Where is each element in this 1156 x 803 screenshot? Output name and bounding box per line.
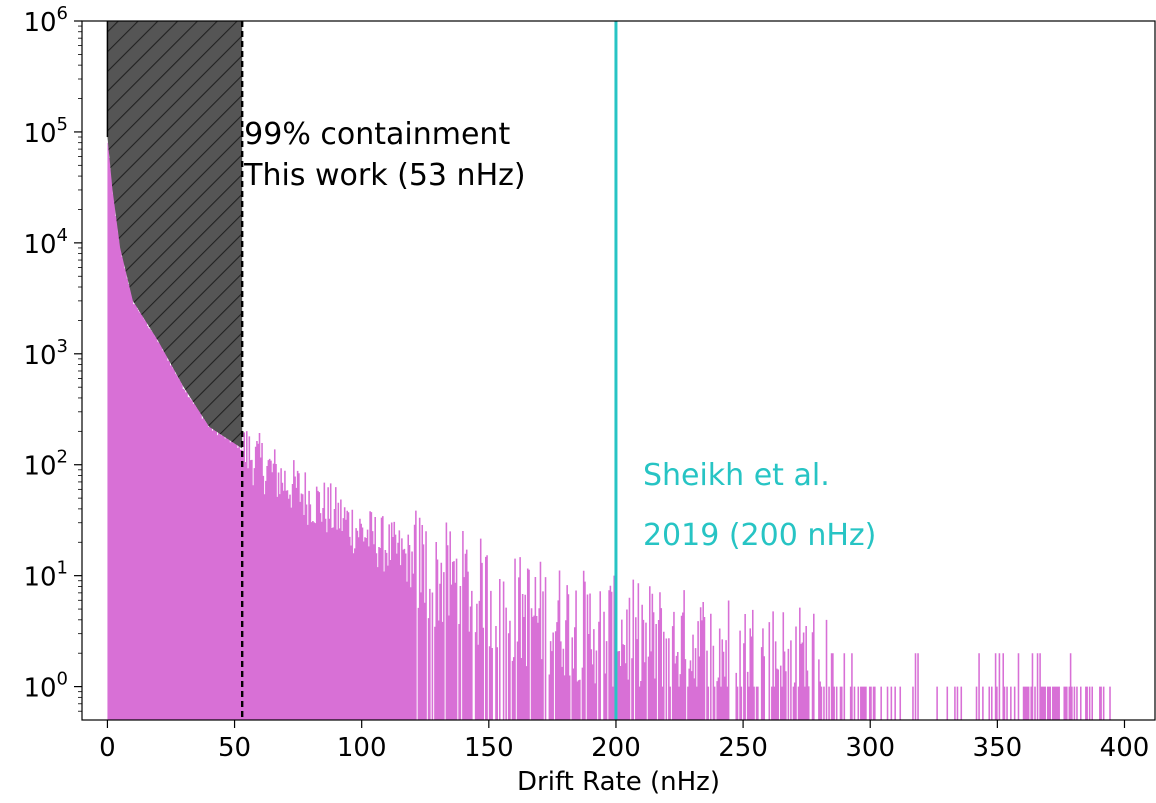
x-tick-label: 100 [337, 733, 387, 763]
x-tick-label: 200 [591, 733, 641, 763]
x-tick-label: 50 [218, 733, 251, 763]
containment-region [106, 21, 244, 720]
plot-frame [81, 20, 1156, 721]
histogram-bin-bars [107, 142, 1111, 720]
y-tick-label: 104 [23, 225, 68, 260]
histogram-bars [107, 142, 1111, 720]
y-axis: 100 101 102 103 104 105 106 [23, 3, 82, 712]
reference-label-line2: 2019 (200 nHz) [643, 518, 876, 553]
x-tick-label: 300 [845, 733, 895, 763]
y-tick-label: 105 [23, 114, 68, 149]
containment-hatch [107, 21, 243, 449]
reference-label-line1: Sheikh et al. [643, 458, 830, 493]
x-axis: 0 50 100 150 200 250 300 350 400 [99, 720, 1149, 763]
x-tick-label: 150 [464, 733, 514, 763]
x-axis-title: Drift Rate (nHz) [517, 767, 720, 797]
y-tick-label: 106 [23, 3, 68, 38]
containment-label-line2: This work (53 nHz) [243, 158, 525, 193]
x-tick-label: 250 [718, 733, 768, 763]
x-tick-label: 0 [99, 733, 116, 763]
y-tick-label: 102 [23, 447, 68, 482]
x-tick-label: 350 [973, 733, 1023, 763]
y-tick-label: 103 [23, 336, 68, 371]
x-tick-label: 400 [1100, 733, 1150, 763]
y-tick-label: 101 [23, 558, 68, 593]
containment-label-line1: 99% containment [244, 117, 510, 152]
y-tick-label: 100 [23, 669, 68, 704]
